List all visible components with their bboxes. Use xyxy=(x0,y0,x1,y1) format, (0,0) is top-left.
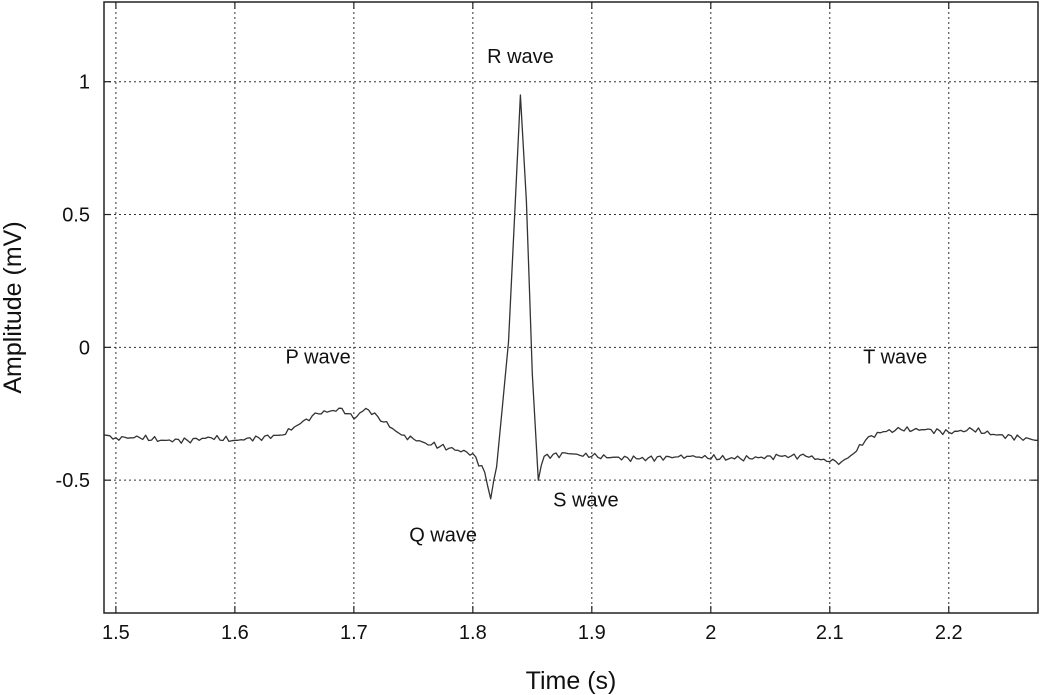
x-tick-label: 1.6 xyxy=(221,622,249,644)
ecg-series-line xyxy=(103,94,1038,500)
annotation-r-wave: R wave xyxy=(487,46,554,68)
x-tick-label: 1.5 xyxy=(102,622,130,644)
x-axis-ticks: 1.5 1.6 1.7 1.8 1.9 2 2.1 2.2 xyxy=(102,2,963,644)
annotation-s-wave: S wave xyxy=(553,490,619,512)
wave-annotations: R wave P wave T wave S wave Q wave xyxy=(286,46,928,546)
x-tick-label: 1.8 xyxy=(459,622,487,644)
annotation-q-wave: Q wave xyxy=(409,524,477,546)
y-tick-label: -0.5 xyxy=(56,470,90,492)
x-axis-title: Time (s) xyxy=(526,667,617,695)
plot-frame xyxy=(103,1,1039,614)
y-tick-label: 0 xyxy=(79,337,90,359)
y-tick-label: 0.5 xyxy=(62,205,90,227)
x-tick-label: 2.1 xyxy=(816,622,844,644)
x-tick-label: 1.7 xyxy=(340,622,368,644)
x-tick-label: 2 xyxy=(705,622,716,644)
y-axis-ticks: -0.5 0 0.5 1 xyxy=(56,72,1038,492)
x-tick-label: 2.2 xyxy=(935,622,963,644)
x-tick-label: 1.9 xyxy=(578,622,606,644)
annotation-t-wave: T wave xyxy=(863,346,927,368)
annotation-p-wave: P wave xyxy=(286,346,351,368)
y-axis-title: Amplitude (mV) xyxy=(0,221,27,393)
y-tick-label: 1 xyxy=(79,72,90,94)
grid-lines xyxy=(104,2,1038,613)
